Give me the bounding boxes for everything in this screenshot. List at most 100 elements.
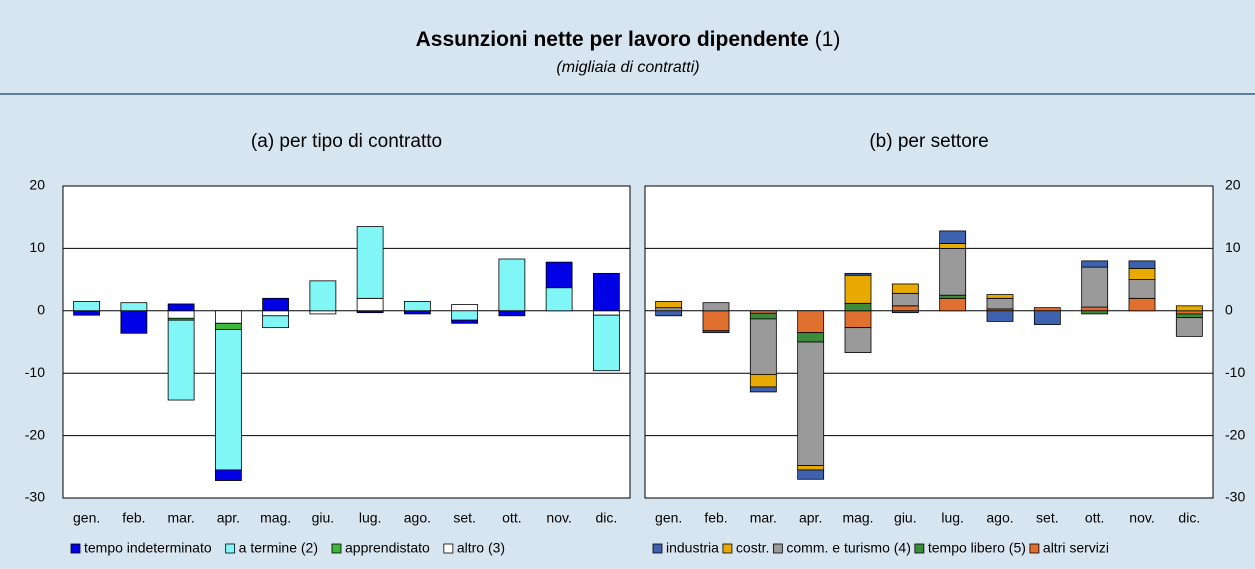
bar-segment: [891, 305, 919, 312]
x-tick-label: ott.: [1085, 510, 1104, 526]
bar-segment: [891, 283, 919, 294]
bar-segment: [167, 310, 195, 319]
bar-segment: [749, 318, 777, 375]
bar-segment: [73, 301, 101, 312]
legend-swatch: [914, 543, 925, 554]
y-tick-label: 20: [29, 177, 45, 193]
x-tick-label: lug.: [941, 510, 964, 526]
legend-label: comm. e turismo (4): [786, 540, 910, 556]
y-tick-label: -20: [25, 426, 45, 442]
x-tick-label: nov.: [546, 510, 571, 526]
bar-segment: [498, 310, 526, 317]
bar-segment: [73, 310, 101, 316]
title: Assunzioni nette per lavoro dipendente (…: [416, 28, 841, 51]
bar-segment: [655, 301, 683, 309]
bar-segment: [356, 297, 384, 312]
legend-swatch: [331, 543, 342, 554]
bar-segment: [844, 274, 872, 304]
title-note: (1): [815, 28, 841, 51]
bar-segment: [1128, 267, 1156, 281]
x-tick-label: apr.: [217, 510, 240, 526]
bar-segment: [986, 297, 1014, 310]
bar-segment: [1081, 260, 1109, 268]
legend-swatch: [443, 543, 454, 554]
x-tick-label: feb.: [122, 510, 145, 526]
legend-label: industria: [666, 540, 719, 556]
bar-segment: [356, 226, 384, 299]
y-tick-label: 0: [37, 302, 45, 318]
legend-swatch: [225, 543, 236, 554]
bar-segment: [749, 374, 777, 388]
panel-title: (b) per settore: [869, 131, 988, 152]
bar-segment: [939, 297, 967, 312]
x-tick-label: giu.: [894, 510, 917, 526]
x-tick-label: mar.: [168, 510, 195, 526]
legend-label: a termine (2): [239, 540, 318, 556]
y-tick-label: -20: [1225, 426, 1245, 442]
legend-swatch: [652, 543, 663, 554]
bar-segment: [214, 329, 242, 471]
legend-label: altro (3): [457, 540, 505, 556]
x-tick-label: nov.: [1129, 510, 1154, 526]
bar-segment: [797, 332, 825, 343]
y-tick-label: 20: [1225, 177, 1241, 193]
bar-segment: [702, 310, 730, 332]
y-tick-label: 0: [1225, 302, 1233, 318]
bar-segment: [592, 272, 620, 312]
x-tick-label: mag.: [842, 510, 873, 526]
x-tick-label: feb.: [704, 510, 727, 526]
bar-segment: [167, 303, 195, 312]
bar-segment: [592, 310, 620, 316]
bar-segment: [939, 230, 967, 244]
legend-label: costr.: [736, 540, 769, 556]
x-tick-label: gen.: [73, 510, 100, 526]
legend-label: tempo indeterminato: [84, 540, 212, 556]
bar-segment: [592, 314, 620, 372]
bar-segment: [891, 292, 919, 307]
bar-segment: [749, 312, 777, 320]
legend-label: apprendistato: [345, 540, 430, 556]
x-tick-label: apr.: [799, 510, 822, 526]
legend-swatch: [772, 543, 783, 554]
bar-segment: [1128, 297, 1156, 312]
bar-segment: [939, 243, 967, 249]
x-tick-label: giu.: [312, 510, 335, 526]
bar-segment: [797, 310, 825, 334]
bar-segment: [356, 310, 384, 314]
bar-segment: [1033, 307, 1061, 312]
panel-title: (a) per tipo di contratto: [251, 131, 442, 152]
legend-swatch: [1029, 543, 1040, 554]
bar-segment: [844, 272, 872, 276]
bar-segment: [120, 310, 148, 334]
x-tick-label: lug.: [359, 510, 382, 526]
bar-segment: [1128, 260, 1156, 269]
bar-segment: [1033, 310, 1061, 325]
bar-segment: [1175, 310, 1203, 315]
x-tick-label: ago.: [404, 510, 431, 526]
bar-segment: [214, 310, 242, 324]
bar-segment: [451, 319, 479, 324]
bar-segment: [1128, 279, 1156, 299]
bar-segment: [403, 310, 431, 315]
bar-segment: [939, 247, 967, 296]
legend-label: altri servizi: [1043, 540, 1109, 556]
bar-segment: [797, 341, 825, 466]
subtitle: (migliaia di contratti): [556, 59, 699, 76]
bar-segment: [986, 294, 1014, 299]
legend-label: tempo libero (5): [928, 540, 1026, 556]
bar-segment: [702, 302, 730, 312]
bar-segment: [1081, 266, 1109, 308]
x-tick-label: mag.: [260, 510, 291, 526]
y-tick-label: -10: [1225, 364, 1245, 380]
bar-segment: [214, 469, 242, 481]
bar-segment: [1175, 313, 1203, 319]
x-tick-label: ott.: [502, 510, 521, 526]
legend-swatch: [722, 543, 733, 554]
bar-segment: [451, 304, 479, 312]
bar-segment: [844, 310, 872, 329]
bar-segment: [939, 294, 967, 299]
y-tick-label: 10: [29, 239, 45, 255]
x-tick-label: ago.: [986, 510, 1013, 526]
bar-segment: [451, 310, 479, 321]
x-tick-label: gen.: [655, 510, 682, 526]
